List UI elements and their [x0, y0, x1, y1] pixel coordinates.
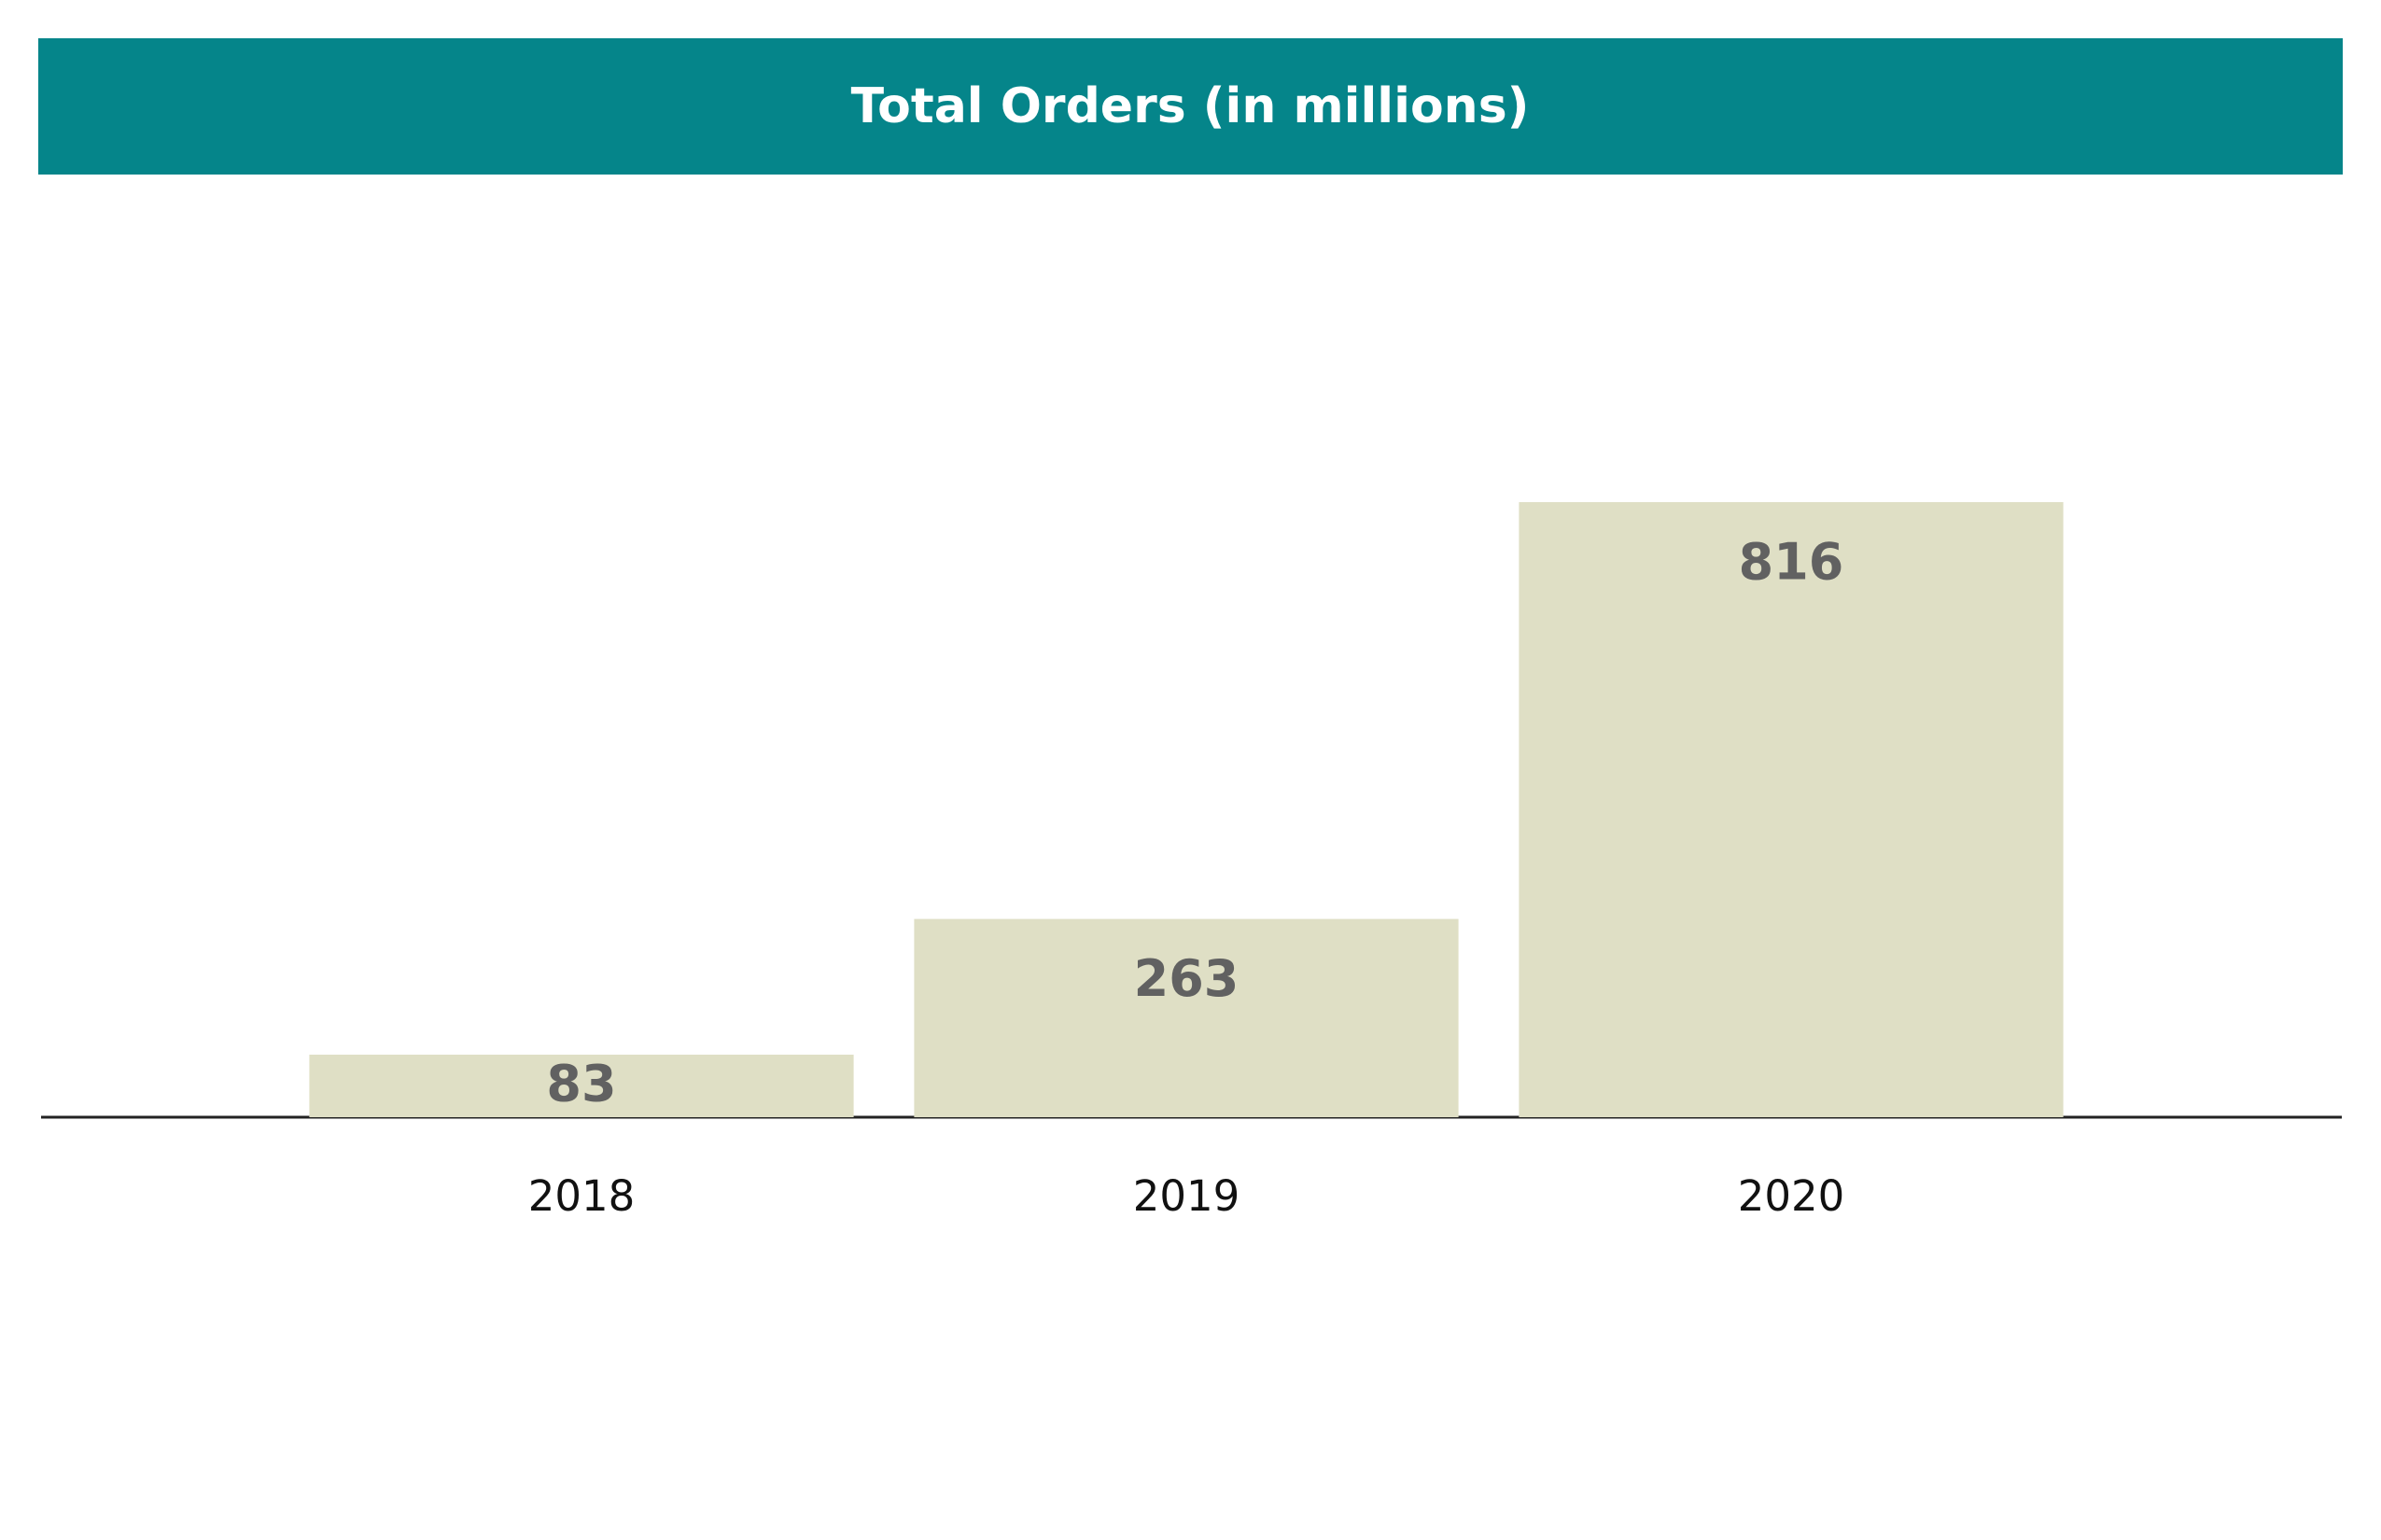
- x-tick-label: 2020: [1738, 1171, 1845, 1221]
- bar: [914, 918, 1459, 1117]
- value-label: 263: [1134, 949, 1240, 1008]
- value-label: 83: [546, 1055, 616, 1113]
- x-tick-label: 2019: [1133, 1171, 1240, 1221]
- bar: [1519, 502, 2064, 1117]
- title-bar: [38, 38, 2343, 175]
- value-label: 816: [1739, 533, 1844, 592]
- bar: [309, 1054, 854, 1117]
- x-tick-label: 2018: [528, 1171, 636, 1221]
- chart-title: Total Orders (in millions): [851, 78, 1530, 134]
